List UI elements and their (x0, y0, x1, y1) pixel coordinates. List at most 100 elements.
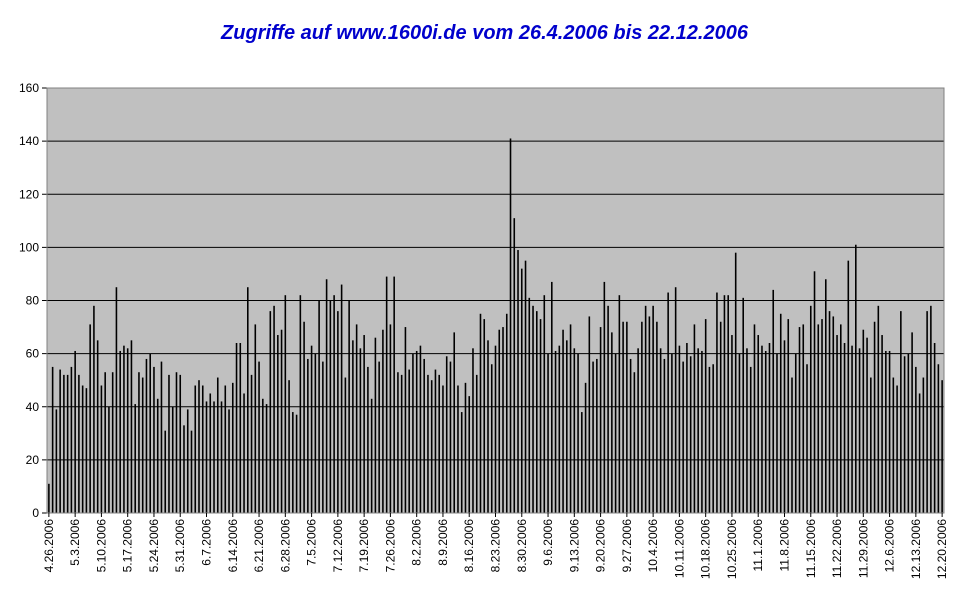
x-tick-label: 11.1.2006 (751, 519, 765, 572)
x-tick-label: 7.5.2006 (305, 519, 319, 566)
bar (858, 348, 861, 513)
bar (363, 335, 365, 513)
bar (314, 353, 317, 514)
bar (592, 361, 594, 513)
bar (794, 353, 797, 514)
bar (644, 305, 647, 513)
bar (528, 297, 531, 513)
bar (374, 337, 377, 513)
bar (701, 350, 703, 513)
bar (273, 305, 275, 513)
bar (250, 374, 253, 514)
bar (412, 353, 414, 514)
x-tick-label: 5.10.2006 (94, 519, 108, 573)
chart-title: Zugriffe auf www.1600i.de vom 26.4.2006 … (221, 22, 748, 44)
x-tick-label: 6.7.2006 (200, 519, 214, 566)
bar (400, 374, 403, 514)
bar (611, 332, 613, 514)
bar (719, 321, 722, 513)
bar (847, 260, 850, 513)
y-tick-label: 140 (19, 134, 39, 148)
bar (723, 295, 726, 513)
bar (674, 287, 677, 513)
bar (126, 348, 129, 513)
bar (888, 350, 891, 513)
x-tick-label: 7.26.2006 (383, 519, 397, 573)
bar (183, 425, 185, 513)
bar (284, 295, 287, 513)
bar (543, 295, 546, 513)
bar (153, 366, 155, 513)
bar (569, 324, 572, 513)
bar (761, 345, 763, 513)
bar (855, 244, 857, 513)
bar (359, 348, 362, 513)
bar (772, 289, 775, 514)
x-tick-label: 11.15.2006 (804, 519, 818, 578)
bar (423, 358, 425, 513)
bar (671, 353, 673, 514)
bar (798, 327, 801, 513)
bar (382, 329, 384, 513)
bar (111, 372, 114, 513)
bar (618, 295, 621, 513)
bar (130, 340, 133, 513)
bar (753, 324, 756, 513)
bar (566, 340, 568, 513)
bar (734, 252, 737, 513)
bar (629, 358, 632, 513)
x-tick-label: 9.6.2006 (541, 519, 555, 566)
bar (577, 353, 579, 514)
bar (104, 372, 106, 513)
bar (682, 361, 684, 513)
bar (108, 406, 110, 513)
bar (393, 276, 395, 513)
x-tick-label: 11.29.2006 (856, 519, 870, 578)
bar (171, 406, 174, 513)
bar (659, 348, 662, 513)
x-tick-label: 7.12.2006 (331, 519, 345, 573)
bar (434, 369, 437, 513)
bar (562, 329, 564, 513)
bars (48, 138, 943, 514)
bar (768, 343, 771, 513)
x-tick-label: 9.13.2006 (567, 519, 581, 573)
bar (596, 358, 598, 513)
bar (292, 412, 294, 513)
y-tick-label: 100 (19, 240, 39, 254)
bar (487, 340, 489, 513)
bar (397, 372, 399, 513)
bar (344, 377, 347, 513)
bar (329, 300, 332, 513)
bar (190, 430, 193, 513)
bar (205, 401, 208, 513)
bar (731, 335, 733, 513)
bar (475, 374, 478, 514)
bar (175, 372, 178, 513)
bar (201, 385, 204, 513)
bar (727, 295, 729, 513)
bar (145, 358, 148, 513)
x-tick-label: 10.25.2006 (725, 519, 739, 579)
bar (922, 377, 925, 513)
bar (851, 345, 853, 513)
bar (472, 348, 474, 513)
bar (258, 361, 260, 513)
bar (70, 366, 73, 513)
bar (318, 300, 320, 513)
x-tick-label: 11.8.2006 (777, 519, 791, 572)
bar (689, 356, 692, 513)
bar (96, 340, 99, 513)
bar (239, 343, 242, 513)
bar (498, 329, 501, 513)
bar (907, 353, 910, 514)
bar (134, 404, 136, 513)
bar (551, 281, 553, 513)
bar (355, 324, 358, 513)
bar (378, 361, 380, 513)
bar (235, 343, 238, 513)
x-tick-label: 8.9.2006 (436, 519, 450, 566)
bar (81, 385, 84, 513)
bar (404, 327, 407, 513)
